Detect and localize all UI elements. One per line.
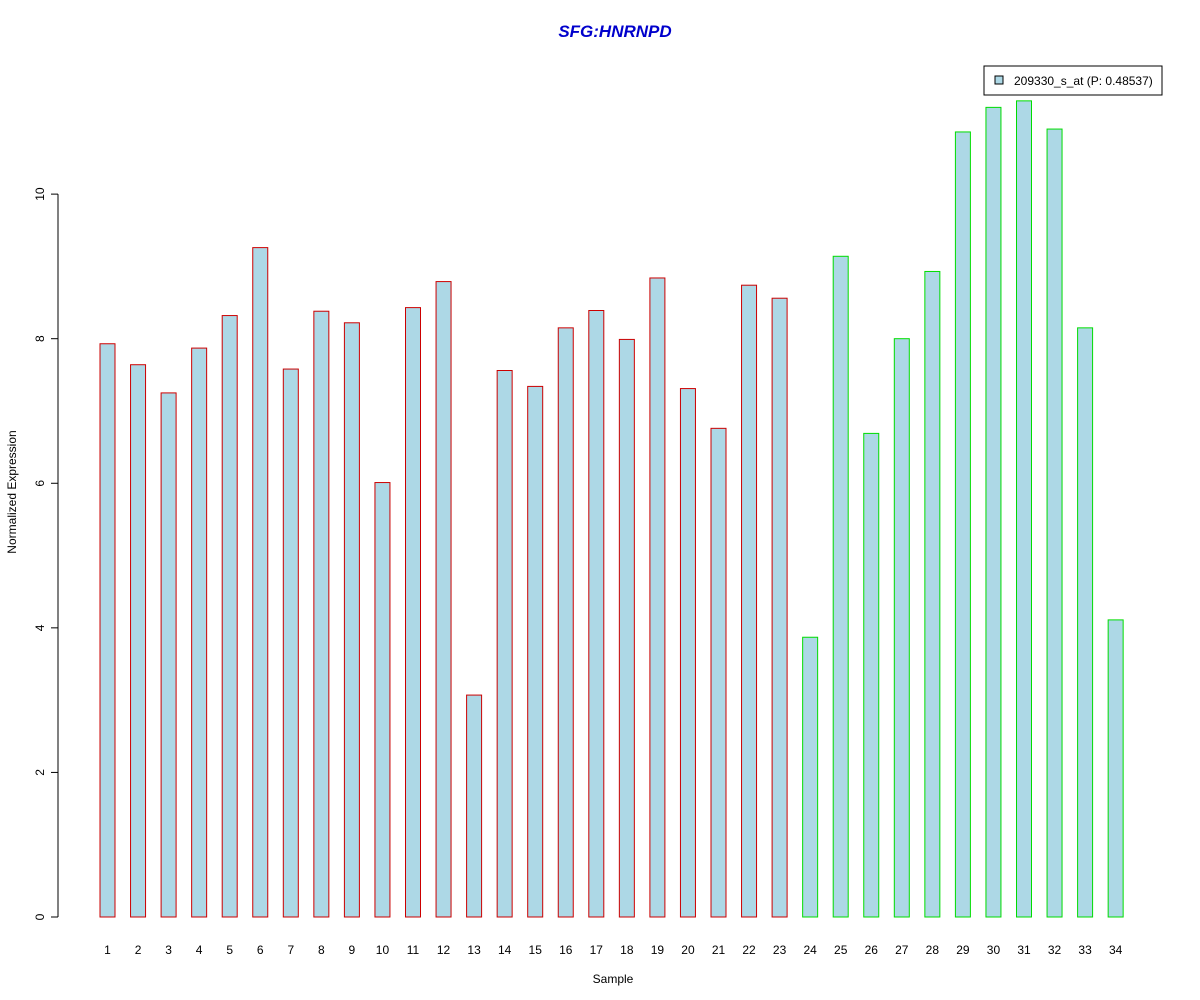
x-axis-tick-label: 12 [437, 943, 451, 957]
bar-sample-21 [710, 427, 727, 918]
x-axis-label: Sample [593, 972, 634, 986]
x-axis-tick-label: 26 [865, 943, 879, 957]
legend-box [983, 65, 1163, 96]
bar-sample-34 [1107, 619, 1124, 918]
bar-sample-2 [130, 364, 147, 918]
bar-sample-20 [679, 388, 696, 918]
y-axis-tick-label: 10 [33, 187, 47, 201]
bar-sample-26 [863, 432, 880, 918]
y-axis-tick-label: 2 [33, 769, 47, 776]
x-axis-tick-label: 6 [257, 943, 264, 957]
bar-sample-27 [893, 338, 910, 918]
x-axis-tick-label: 1 [104, 943, 111, 957]
x-axis-tick-label: 17 [590, 943, 604, 957]
chart-title: SFG:HNRNPD [558, 22, 671, 41]
x-axis-tick-label: 28 [926, 943, 940, 957]
x-axis-tick-label: 15 [529, 943, 543, 957]
x-axis-tick-label: 22 [742, 943, 756, 957]
bar-sample-30 [985, 106, 1002, 918]
bar-sample-8 [313, 310, 330, 918]
x-axis-tick-label: 31 [1017, 943, 1031, 957]
bar-sample-3 [160, 392, 177, 918]
x-axis-tick-label: 24 [803, 943, 817, 957]
bar-sample-23 [771, 297, 788, 918]
bar-sample-25 [832, 255, 849, 918]
y-axis-tick-label: 8 [33, 335, 47, 342]
x-axis-tick-label: 32 [1048, 943, 1062, 957]
bar-sample-33 [1077, 327, 1094, 918]
bar-sample-17 [588, 310, 605, 918]
x-axis-tick-label: 14 [498, 943, 512, 957]
bar-sample-15 [527, 385, 544, 918]
bar-sample-1 [99, 343, 116, 918]
x-axis-tick-label: 20 [681, 943, 695, 957]
bar-sample-12 [435, 281, 452, 918]
legend: 209330_s_at (P: 0.48537) [983, 65, 1163, 96]
y-axis-tick-label: 6 [33, 480, 47, 487]
bars [99, 100, 1124, 918]
bar-sample-29 [954, 131, 971, 918]
bar-sample-5 [221, 315, 238, 918]
x-axis-tick-labels: 1 2 3 4 5 6 7 8 9 10 11 12 13 14 15 16 17 18 19 20 21 22 23 24 2… [104, 943, 1122, 957]
x-axis-tick-label: 23 [773, 943, 787, 957]
x-axis-tick-label: 33 [1078, 943, 1092, 957]
bar-sample-18 [618, 338, 635, 918]
y-axis-tick-label: 0 [33, 913, 47, 920]
bar-sample-9 [343, 322, 360, 918]
x-axis-tick-label: 21 [712, 943, 726, 957]
legend-swatch [994, 75, 1004, 85]
x-axis-tick-label: 13 [467, 943, 481, 957]
x-axis-tick-label: 11 [407, 943, 420, 957]
y-axis: 0 2 4 6 8 10 [33, 187, 59, 920]
x-axis-tick-label: 4 [196, 943, 203, 957]
x-axis-tick-label: 30 [987, 943, 1001, 957]
x-axis-tick-label: 2 [135, 943, 142, 957]
x-axis-tick-label: 10 [376, 943, 390, 957]
bar-sample-7 [282, 368, 299, 918]
x-axis-tick-label: 27 [895, 943, 909, 957]
bar-sample-4 [191, 347, 208, 918]
bar-sample-10 [374, 482, 391, 918]
bar-sample-16 [557, 327, 574, 918]
x-axis-tick-label: 7 [287, 943, 294, 957]
bar-sample-32 [1046, 128, 1063, 918]
x-axis-tick-label: 19 [651, 943, 665, 957]
y-axis-label: Normalized Expression [5, 430, 19, 553]
bar-sample-14 [496, 370, 513, 918]
legend-series-label: 209330_s_at (P: 0.48537) [1014, 74, 1153, 88]
bar-sample-19 [649, 277, 666, 918]
bar-sample-22 [741, 284, 758, 918]
x-axis-tick-label: 18 [620, 943, 634, 957]
x-axis-tick-label: 8 [318, 943, 325, 957]
x-axis-tick-label: 34 [1109, 943, 1123, 957]
x-axis-tick-label: 3 [165, 943, 172, 957]
x-axis-tick-label: 25 [834, 943, 848, 957]
bar-sample-13 [466, 694, 483, 918]
x-axis-tick-label: 16 [559, 943, 573, 957]
bar-sample-28 [924, 270, 941, 918]
x-axis-tick-label: 29 [956, 943, 970, 957]
bar-sample-24 [802, 636, 819, 918]
bar-sample-6 [252, 247, 269, 918]
bar-sample-31 [1016, 100, 1032, 918]
y-axis-tick-label: 4 [33, 624, 47, 631]
bar-sample-11 [405, 307, 421, 918]
x-axis-tick-label: 9 [349, 943, 356, 957]
x-axis-tick-label: 5 [226, 943, 233, 957]
